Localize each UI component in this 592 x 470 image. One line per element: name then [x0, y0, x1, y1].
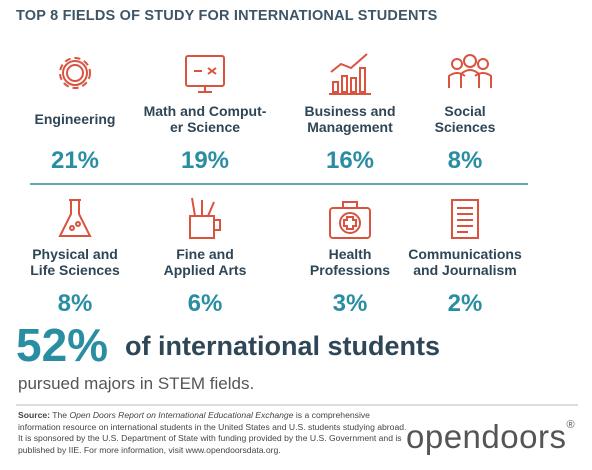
field-label-line: Communications	[408, 246, 522, 262]
field: Physical and Life Sciences 8%	[0, 244, 150, 318]
field-percent: 21%	[50, 147, 100, 174]
field-label-line: Management	[307, 119, 393, 135]
field: Fine and Applied Arts 6%	[130, 244, 280, 318]
field-label-line: Physical and	[32, 246, 118, 262]
field-label: Communications and Journalism	[390, 244, 540, 280]
logo-mark: ®	[566, 419, 576, 431]
field-label: Health Professions	[275, 244, 425, 280]
field: Health Professions 3%	[275, 244, 425, 318]
art-icon	[189, 197, 221, 239]
calculator-icon	[185, 55, 225, 93]
field-percent: 3%	[332, 290, 368, 317]
chart-icon	[329, 53, 371, 95]
field-label: Physical and Life Sciences	[0, 244, 150, 280]
field-percent: 6%	[187, 290, 223, 317]
field: Math and Comput-er Science 19%	[130, 101, 280, 175]
document-icon	[451, 199, 479, 239]
field-label-line: Life Sciences	[30, 262, 120, 278]
field: Communications and Journalism 2%	[390, 244, 540, 318]
field-label-line: Social	[444, 103, 486, 119]
gear-icon	[59, 57, 91, 89]
source-text: The	[50, 410, 70, 420]
field-label-line: Health	[328, 246, 372, 262]
field-label-line: Applied Arts	[163, 262, 247, 278]
logo: opendoors®	[406, 418, 575, 456]
field-label: Math and Comput-er Science	[130, 101, 280, 137]
medkit-icon	[329, 201, 371, 239]
field-label-line: Fine and	[176, 246, 234, 262]
field-label: Engineering	[0, 101, 150, 137]
field-label-line: Professions	[309, 262, 391, 278]
field-label: Social Sciences	[390, 101, 540, 137]
source-report: Open Doors Report on International Educa…	[69, 410, 294, 420]
field-percent: 8%	[57, 290, 93, 317]
field-label-line: Sciences	[434, 119, 496, 135]
field-label-line: and Journalism	[413, 262, 517, 278]
field: Engineering 21%	[0, 101, 150, 175]
source-text: is a comprehensive information resource …	[18, 410, 407, 455]
field-label: Fine and Applied Arts	[130, 244, 280, 280]
field-label-line: Math and Comput-	[143, 103, 267, 119]
stem-subline: pursued majors in STEM fields.	[18, 374, 255, 393]
stem-percent: 52%	[16, 319, 109, 371]
title: TOP 8 FIELDS OF STUDY FOR INTERNATIONAL …	[16, 8, 438, 24]
source-label: Source:	[18, 410, 50, 420]
field-label-line: Engineering	[34, 111, 116, 127]
field-label-line: Business and	[304, 103, 396, 119]
field: Social Sciences 8%	[390, 101, 540, 175]
source-note: Source: The Open Doors Report on Interna…	[18, 410, 408, 456]
logo-name: opendoors	[406, 418, 567, 455]
field-percent: 16%	[325, 147, 375, 174]
field-label-line: er Science	[169, 119, 241, 135]
flask-icon	[58, 199, 92, 237]
field-percent: 19%	[180, 147, 230, 174]
stem-headline: of international students	[125, 331, 441, 361]
field-percent: 2%	[447, 290, 483, 317]
people-icon	[448, 54, 492, 88]
field-label: Business and Management	[275, 101, 425, 137]
field-percent: 8%	[447, 147, 483, 174]
field: Business and Management 16%	[275, 101, 425, 175]
